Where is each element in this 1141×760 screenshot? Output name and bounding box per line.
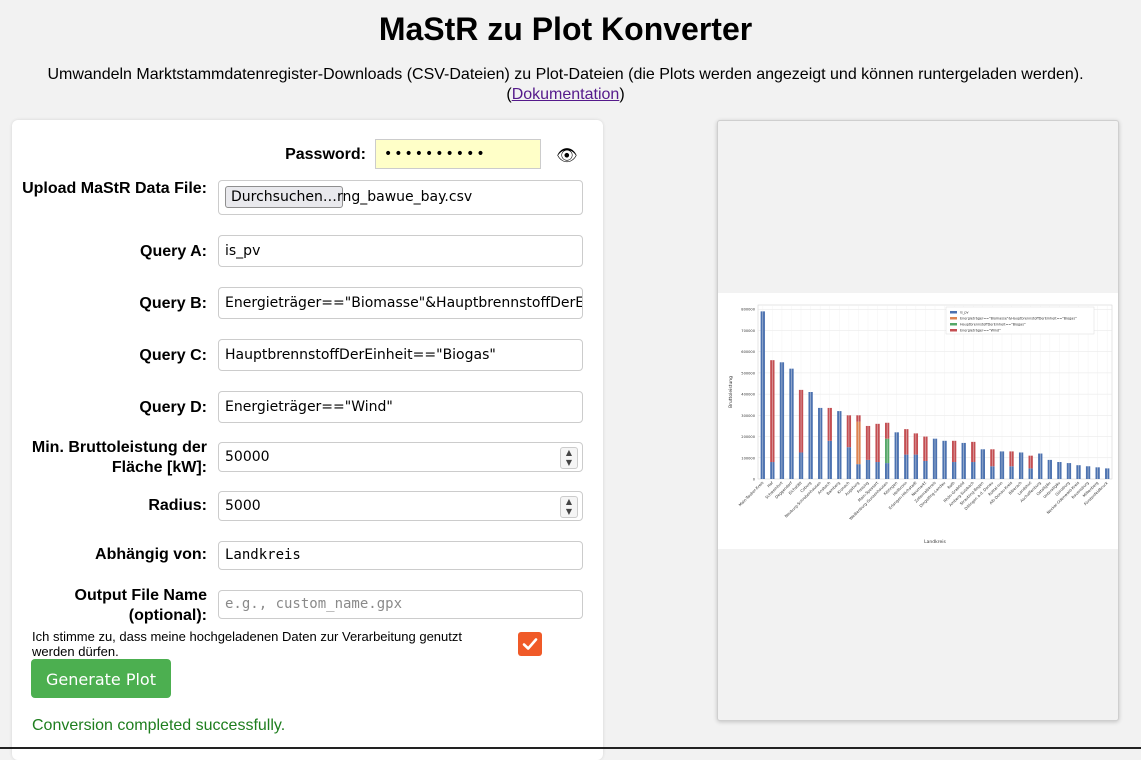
legend-swatch [950, 317, 957, 320]
bar-chart: 0 100000 200000 300000 400000 500000 600000 700… [728, 304, 1113, 545]
depends-label: Abhängig von: [95, 546, 207, 563]
y-tick-label: 400000 [741, 393, 755, 397]
min-power-label: Min. Bruttoleistung der Fläche [kW]: [31, 439, 207, 476]
y-tick-label: 600000 [741, 350, 755, 354]
upload-label: Upload MaStR Data File: [22, 180, 207, 197]
eye-icon[interactable]: 👁 [556, 146, 578, 165]
query-d-label: Query D: [139, 399, 207, 416]
output-filename-input[interactable]: e.g., custom_name.gpx [218, 590, 583, 619]
legend-label: Energieträger=="Wind" [960, 329, 1001, 333]
paren-open: ( [506, 86, 512, 103]
file-upload-input[interactable]: Durchsuchen… rng_bawue_bay.csv [218, 180, 583, 215]
bottom-border [0, 747, 1141, 749]
spinner-icon[interactable]: ▲ ▼ [560, 447, 578, 469]
legend-swatch [950, 311, 957, 314]
output-label: Output File Name (optional): [74, 587, 207, 624]
min-power-input[interactable]: 50000 ▲ ▼ [218, 442, 583, 472]
plot-preview-card: 0 100000 200000 300000 400000 500000 600000 700… [717, 120, 1119, 721]
y-tick-label: 300000 [741, 414, 755, 418]
query-b-label: Query B: [139, 295, 207, 312]
spinner-icon[interactable]: ▲ ▼ [560, 496, 578, 518]
query-b-input[interactable]: Energieträger=="Biomasse"&Hauptbrennstof… [218, 287, 583, 319]
file-name: rng_bawue_bay.csv [337, 189, 473, 205]
y-tick-label: 700000 [741, 329, 755, 333]
consent-checkbox[interactable] [518, 632, 542, 656]
legend-swatch [950, 329, 957, 332]
legend-box [945, 306, 1095, 335]
subtitle-text: Umwandeln Marktstammdatenregister-Downlo… [47, 66, 1084, 83]
y-tick-label: 100000 [741, 456, 755, 460]
legend-label: Energieträger=="Biomasse"&Hauptbrennstof… [960, 317, 1077, 321]
page-title: MaStR zu Plot Konverter [378, 11, 753, 47]
query-c-input[interactable]: HauptbrennstoffDerEinheit=="Biogas" [218, 339, 583, 371]
radius-value: 5000 [225, 498, 261, 514]
y-tick-label: 0 [753, 478, 756, 482]
browse-button[interactable]: Durchsuchen… [225, 186, 343, 208]
query-a-input[interactable]: is_pv [218, 235, 583, 267]
x-tick-label: Hof [766, 480, 775, 489]
min-power-value: 50000 [225, 449, 270, 465]
documentation-link[interactable]: Dokumentation [511, 86, 620, 103]
radius-input[interactable]: 5000 ▲ ▼ [218, 491, 583, 521]
plot-image: 0 100000 200000 300000 400000 500000 600000 700… [718, 293, 1118, 549]
x-tick-label: Main-Tauber-Kreis [737, 480, 764, 507]
depends-input[interactable]: Landkreis [218, 541, 583, 570]
x-axis-label: Landkreis [924, 539, 946, 545]
form-card: Password: •••••••••• 👁 Upload MaStR Data… [12, 120, 603, 760]
y-tick-label: 200000 [741, 435, 755, 439]
generate-plot-button[interactable]: Generate Plot [31, 659, 171, 698]
consent-text: Ich stimme zu, dass meine hochgeladenen … [32, 629, 462, 659]
password-field[interactable]: •••••••••• [375, 139, 541, 169]
paren-close: ) [619, 86, 625, 103]
status-message: Conversion completed successfully. [32, 717, 286, 734]
y-axis-label: Bruttoleistung [728, 376, 734, 408]
legend-label: HauptbrennstoffDerEinheit=="Biogas" [960, 323, 1026, 327]
y-tick-label: 800000 [741, 308, 755, 312]
query-c-label: Query C: [139, 347, 207, 364]
password-label: Password: [285, 146, 366, 163]
legend-label: is_pv [960, 311, 969, 315]
x-tick-label: Roth [946, 480, 956, 490]
query-a-label: Query A: [140, 243, 207, 260]
query-d-input[interactable]: Energieträger=="Wind" [218, 391, 583, 423]
radius-label: Radius: [148, 497, 207, 514]
page-subtitle: Umwandeln Marktstammdatenregister-Downlo… [0, 65, 1131, 105]
check-icon [522, 638, 538, 650]
legend-swatch [950, 323, 957, 326]
y-tick-label: 500000 [741, 371, 755, 375]
